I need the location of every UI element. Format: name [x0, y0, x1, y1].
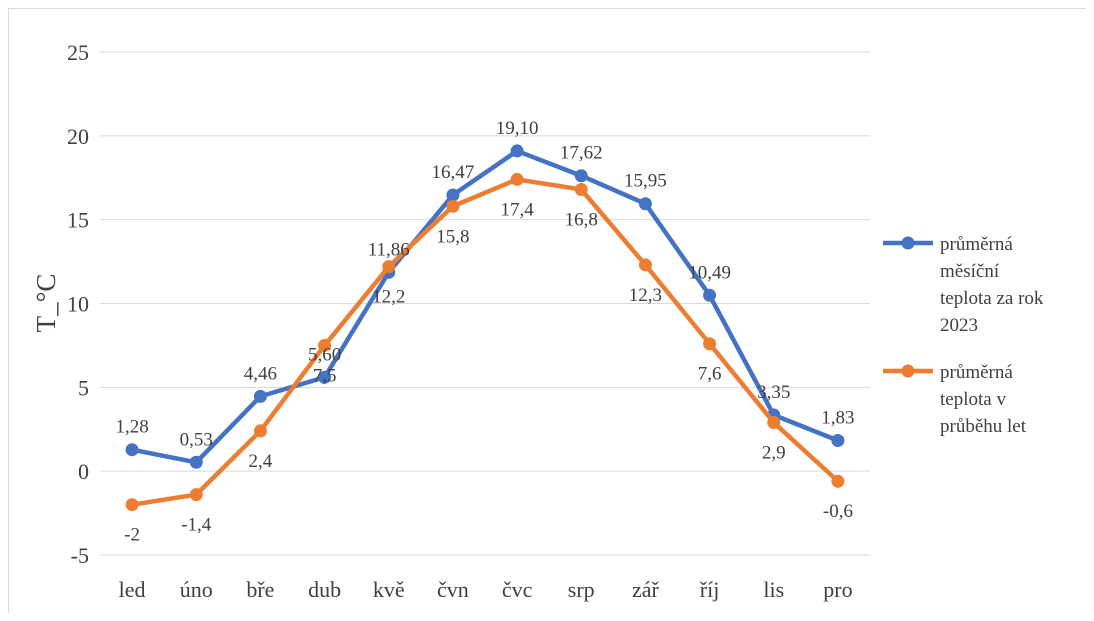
data-label: 19,10: [496, 118, 539, 139]
legend-marker: [901, 236, 915, 250]
x-tick-label: lis: [763, 577, 784, 602]
data-label: 10,49: [688, 262, 731, 283]
data-point: [574, 169, 588, 183]
data-label: 15,95: [624, 171, 667, 192]
data-point: [318, 370, 332, 384]
data-label: 4,46: [244, 363, 277, 384]
data-label: 7,6: [698, 364, 722, 385]
y-tick-label: 5: [78, 375, 89, 400]
data-point: [189, 488, 203, 502]
data-point: [831, 433, 845, 447]
x-tick-label: pro: [823, 577, 852, 602]
data-label: 1,28: [115, 417, 148, 438]
data-point: [253, 389, 267, 403]
chart-frame: [8, 8, 1086, 613]
data-point: [638, 258, 652, 272]
data-point: [382, 260, 396, 274]
data-point: [767, 416, 781, 430]
data-point: [125, 498, 139, 512]
data-label: 15,8: [436, 226, 469, 247]
legend-entry-text: průměrná: [940, 234, 1013, 255]
data-label: 16,8: [565, 209, 598, 230]
x-tick-label: kvě: [373, 577, 405, 602]
data-label: -2: [124, 525, 140, 546]
data-label: 2,4: [249, 451, 273, 472]
data-label: 3,35: [757, 382, 790, 403]
data-point: [318, 338, 332, 352]
data-label: 1,83: [821, 407, 854, 428]
data-label: 12,2: [372, 287, 405, 308]
x-tick-label: srp: [568, 577, 595, 602]
legend-entry-text: teplota v: [940, 389, 1006, 410]
x-tick-label: led: [119, 577, 146, 602]
data-point: [831, 474, 845, 488]
x-tick-label: úno: [180, 577, 213, 602]
legend-marker: [901, 364, 915, 378]
data-point: [125, 443, 139, 457]
data-label: 12,3: [629, 285, 662, 306]
data-point: [574, 182, 588, 196]
data-label: 7,5: [313, 365, 337, 386]
data-point: [446, 199, 460, 213]
y-tick-label: 15: [67, 208, 89, 233]
data-point: [253, 424, 267, 438]
data-point: [446, 188, 460, 202]
y-tick-label: 10: [67, 292, 89, 317]
data-point: [510, 172, 524, 186]
data-label: 5,60: [308, 344, 341, 365]
legend-entry-text: průměrná: [940, 362, 1013, 383]
data-label: 17,4: [500, 199, 534, 220]
y-tick-label: 25: [67, 40, 89, 65]
data-point: [638, 197, 652, 211]
data-label: -0,6: [823, 501, 853, 522]
x-tick-label: čvc: [502, 577, 533, 602]
x-tick-label: říj: [700, 577, 720, 602]
series-line: [129, 177, 841, 507]
data-point: [510, 144, 524, 158]
data-label: 17,62: [560, 143, 603, 164]
x-tick-label: bře: [246, 577, 274, 602]
data-label: 0,53: [180, 429, 213, 450]
data-point: [189, 455, 203, 469]
legend-entry-text: měsíční: [940, 261, 1000, 282]
legend-entry-text: průběhu let: [940, 416, 1027, 437]
data-point: [703, 337, 717, 351]
data-label: 2,9: [762, 443, 786, 464]
y-axis-label: T_°C: [31, 274, 61, 333]
series-line: [129, 148, 841, 465]
data-label: -1,4: [181, 515, 212, 536]
data-point: [703, 288, 717, 302]
legend-entry-text: 2023: [940, 315, 978, 336]
x-tick-label: čvn: [437, 577, 469, 602]
y-tick-label: 0: [78, 459, 89, 484]
data-label: 11,86: [368, 239, 410, 260]
x-tick-label: zář: [632, 577, 660, 602]
legend-entry-text: teplota za rok: [940, 288, 1044, 309]
x-tick-label: dub: [308, 577, 341, 602]
data-label: 16,47: [432, 162, 475, 183]
y-tick-label: 20: [67, 124, 89, 149]
y-tick-label: -5: [71, 543, 89, 568]
